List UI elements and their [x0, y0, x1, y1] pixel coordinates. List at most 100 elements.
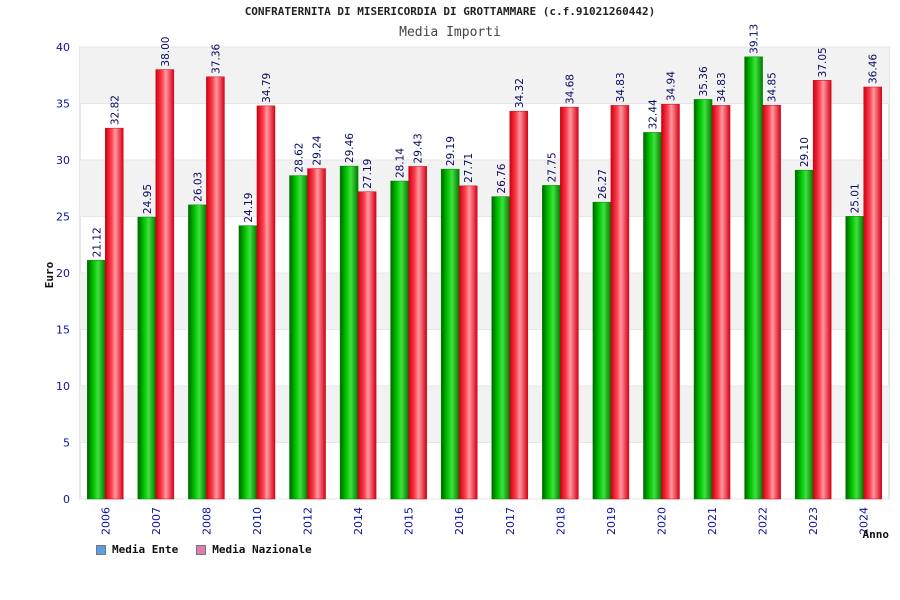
- bar-media-ente-2015: [390, 180, 409, 500]
- data-label: 34.83: [716, 72, 728, 102]
- x-tick-label: 2018: [554, 507, 567, 535]
- x-tick-label: 2022: [757, 507, 770, 535]
- y-tick-label: 25: [56, 211, 70, 224]
- data-label: 29.24: [312, 135, 324, 165]
- y-axis-ticks: 0 5 10 15 20 25 30 35 40: [56, 41, 70, 506]
- x-tick-label: 2015: [403, 507, 416, 535]
- x-tick-label: 2019: [605, 507, 618, 535]
- bar-media-nazionale-2010: [256, 105, 276, 500]
- bar-media-nazionale-2023: [812, 80, 832, 500]
- bar-media-nazionale-2017: [509, 110, 529, 500]
- bars: [87, 56, 882, 500]
- data-label: 26.76: [496, 163, 508, 193]
- legend-swatch-media-ente: [96, 544, 106, 555]
- x-tick-label: 2014: [352, 507, 365, 535]
- bar-media-nazionale-2008: [206, 76, 225, 500]
- bar-labels: 21.12 32.82 24.95 38.00 26.03 37.36 24.19 34.79…: [91, 24, 879, 258]
- data-label: 27.75: [546, 152, 558, 182]
- data-label: 24.19: [243, 193, 255, 223]
- bar-media-nazionale-2018: [560, 106, 579, 500]
- bar-media-ente-2022: [744, 56, 763, 500]
- x-tick-label: 2008: [200, 507, 213, 535]
- bar-media-nazionale-2014: [357, 191, 377, 500]
- y-tick-label: 5: [63, 437, 70, 450]
- bar-media-nazionale-2012: [307, 168, 326, 500]
- x-axis-label: Anno: [863, 528, 890, 541]
- x-tick-label: 2017: [504, 507, 517, 535]
- data-label: 34.83: [615, 72, 627, 102]
- bar-media-ente-2007: [137, 216, 157, 500]
- bar-media-ente-2016: [440, 168, 460, 500]
- data-label: 34.68: [564, 74, 576, 104]
- data-label: 37.36: [210, 43, 222, 73]
- x-tick-label: 2012: [302, 507, 315, 535]
- data-label: 34.94: [665, 71, 677, 101]
- bar-media-ente-2018: [542, 185, 561, 500]
- x-tick-label: 2020: [655, 507, 668, 535]
- data-label: 25.01: [850, 183, 862, 213]
- data-label: 29.19: [445, 136, 457, 166]
- bar-media-ente-2012: [289, 175, 308, 500]
- bar-media-nazionale-2015: [408, 166, 427, 500]
- bar-media-nazionale-2024: [863, 86, 882, 500]
- y-tick-label: 15: [56, 324, 70, 337]
- bar-media-ente-2017: [491, 196, 511, 500]
- y-tick-label: 20: [56, 267, 70, 280]
- legend-item-media-ente: Media Ente: [96, 543, 178, 556]
- bar-media-ente-2023: [794, 169, 814, 500]
- data-label: 39.13: [749, 24, 761, 54]
- y-tick-label: 35: [56, 98, 70, 111]
- data-label: 37.05: [817, 47, 829, 77]
- legend-item-media-nazionale: Media Nazionale: [196, 543, 312, 556]
- data-label: 24.95: [142, 184, 154, 214]
- y-tick-label: 10: [56, 380, 70, 393]
- bar-media-nazionale-2019: [610, 105, 630, 500]
- x-tick-label: 2010: [251, 507, 264, 535]
- data-label: 26.03: [192, 172, 204, 202]
- x-axis-ticks: 2006 2007 2008 2010 2012 2014 2015 2016 2017 2018…: [99, 507, 870, 535]
- data-label: 36.46: [868, 54, 880, 84]
- data-label: 29.46: [344, 133, 356, 163]
- data-label: 21.12: [91, 227, 103, 257]
- bar-media-ente-2024: [845, 216, 864, 500]
- data-label: 29.43: [413, 133, 425, 163]
- data-label: 32.82: [109, 95, 121, 125]
- data-label: 35.36: [698, 66, 710, 96]
- legend: Media Ente Media Nazionale: [96, 543, 312, 556]
- y-tick-label: 40: [56, 41, 70, 54]
- x-tick-label: 2007: [150, 507, 163, 535]
- bar-media-nazionale-2007: [155, 69, 175, 500]
- y-tick-label: 0: [63, 493, 70, 506]
- data-label: 28.62: [294, 143, 306, 173]
- bar-media-nazionale-2016: [458, 185, 478, 500]
- bar-media-nazionale-2006: [105, 127, 124, 500]
- data-label: 34.79: [261, 73, 273, 103]
- chart-title: CONFRATERNITA DI MISERICORDIA DI GROTTAM…: [244, 5, 656, 18]
- y-tick-label: 30: [56, 154, 70, 167]
- bar-media-nazionale-2022: [762, 104, 781, 500]
- bar-media-ente-2008: [188, 204, 207, 500]
- data-label: 26.27: [597, 169, 609, 199]
- bar-media-ente-2014: [339, 165, 359, 500]
- data-label: 27.19: [362, 159, 374, 189]
- bar-media-ente-2020: [643, 132, 662, 500]
- bar-media-nazionale-2020: [661, 103, 680, 500]
- data-label: 34.85: [767, 72, 779, 102]
- data-label: 32.44: [647, 99, 659, 129]
- x-tick-label: 2016: [453, 507, 466, 535]
- legend-label-media-ente: Media Ente: [112, 543, 179, 556]
- x-tick-label: 2006: [99, 507, 112, 535]
- bar-media-nazionale-2021: [711, 105, 731, 500]
- data-label: 29.10: [799, 137, 811, 167]
- data-label: 27.71: [463, 153, 475, 183]
- chart-subtitle: Media Importi: [399, 25, 501, 40]
- x-tick-label: 2024: [858, 507, 871, 535]
- bar-media-ente-2019: [592, 201, 612, 500]
- legend-label-media-nazionale: Media Nazionale: [212, 543, 312, 556]
- bar-media-ente-2021: [693, 99, 713, 500]
- data-label: 28.14: [395, 148, 407, 178]
- bar-media-ente-2006: [87, 260, 106, 500]
- data-label: 38.00: [160, 37, 172, 67]
- x-tick-label: 2023: [807, 507, 820, 535]
- legend-swatch-media-nazionale: [196, 544, 207, 555]
